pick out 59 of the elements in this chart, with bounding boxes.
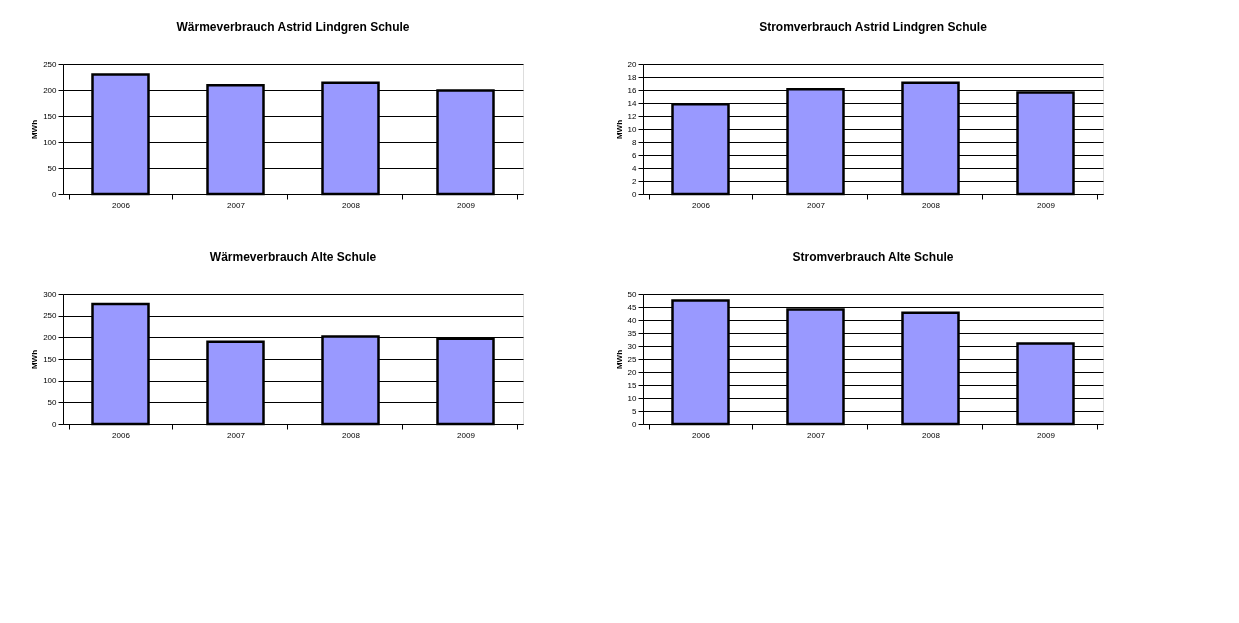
y-tick-label: 100 [43,376,58,386]
y-tick-label: 20 [627,59,638,69]
x-tick-label: 2009 [1037,200,1056,210]
x-tick-label: 2006 [112,200,131,210]
x-tick-label: 2009 [457,200,476,210]
y-tick-label: 0 [52,189,58,199]
x-tick-label: 2006 [112,430,131,440]
y-axis-title: MWh [30,119,40,140]
y-tick-label: 300 [43,289,58,299]
x-tick-label: 2007 [227,430,246,440]
x-tick-label: 2009 [1037,430,1056,440]
x-tick-label: 2008 [922,430,941,440]
y-tick-label: 45 [627,302,638,312]
chart-title: Wärmeverbrauch Astrid Lindgren Schule [176,20,410,34]
x-tick-label: 2007 [807,430,826,440]
y-tick-label: 250 [43,59,58,69]
x-tick-label: 2007 [807,200,826,210]
y-axis-title: MWh [614,119,624,140]
y-tick-label: 100 [43,137,58,147]
y-tick-label: 10 [627,393,638,403]
y-tick-label: 14 [627,98,638,108]
y-axis-title: MWh [30,349,40,370]
y-tick-label: 35 [627,328,638,338]
x-tick-label: 2006 [692,430,711,440]
y-tick-label: 200 [43,85,58,95]
y-tick-label: 4 [632,163,638,173]
chart-title: Stromverbrauch Astrid Lindgren Schule [759,20,988,34]
x-tick-label: 2009 [457,430,476,440]
y-axis-title: MWh [614,349,624,370]
y-tick-label: 250 [43,311,58,321]
y-tick-label: 150 [43,354,58,364]
x-tick-label: 2008 [342,200,361,210]
y-tick-label: 8 [632,137,638,147]
y-tick-label: 50 [47,397,58,407]
y-tick-label: 6 [632,150,638,160]
y-tick-label: 2 [632,176,638,186]
y-tick-label: 150 [43,111,58,121]
y-tick-label: 0 [632,419,638,429]
chart-title: Wärmeverbrauch Alte Schule [209,250,377,264]
y-tick-label: 20 [627,367,638,377]
x-tick-label: 2006 [692,200,711,210]
y-tick-label: 25 [627,354,638,364]
y-tick-label: 30 [627,341,638,351]
y-tick-label: 0 [632,189,638,199]
y-tick-label: 10 [627,124,638,134]
chart-title: Stromverbrauch Alte Schule [792,250,954,264]
y-tick-label: 16 [627,85,638,95]
y-tick-label: 200 [43,332,58,342]
y-tick-label: 50 [47,163,58,173]
y-tick-label: 40 [627,315,638,325]
y-tick-label: 12 [627,111,638,121]
y-tick-label: 50 [627,289,638,299]
x-tick-label: 2007 [227,200,246,210]
y-tick-label: 18 [627,72,638,82]
y-tick-label: 5 [632,406,638,416]
y-tick-label: 0 [52,419,58,429]
x-tick-label: 2008 [922,200,941,210]
x-tick-label: 2008 [342,430,361,440]
y-tick-label: 15 [627,380,638,390]
